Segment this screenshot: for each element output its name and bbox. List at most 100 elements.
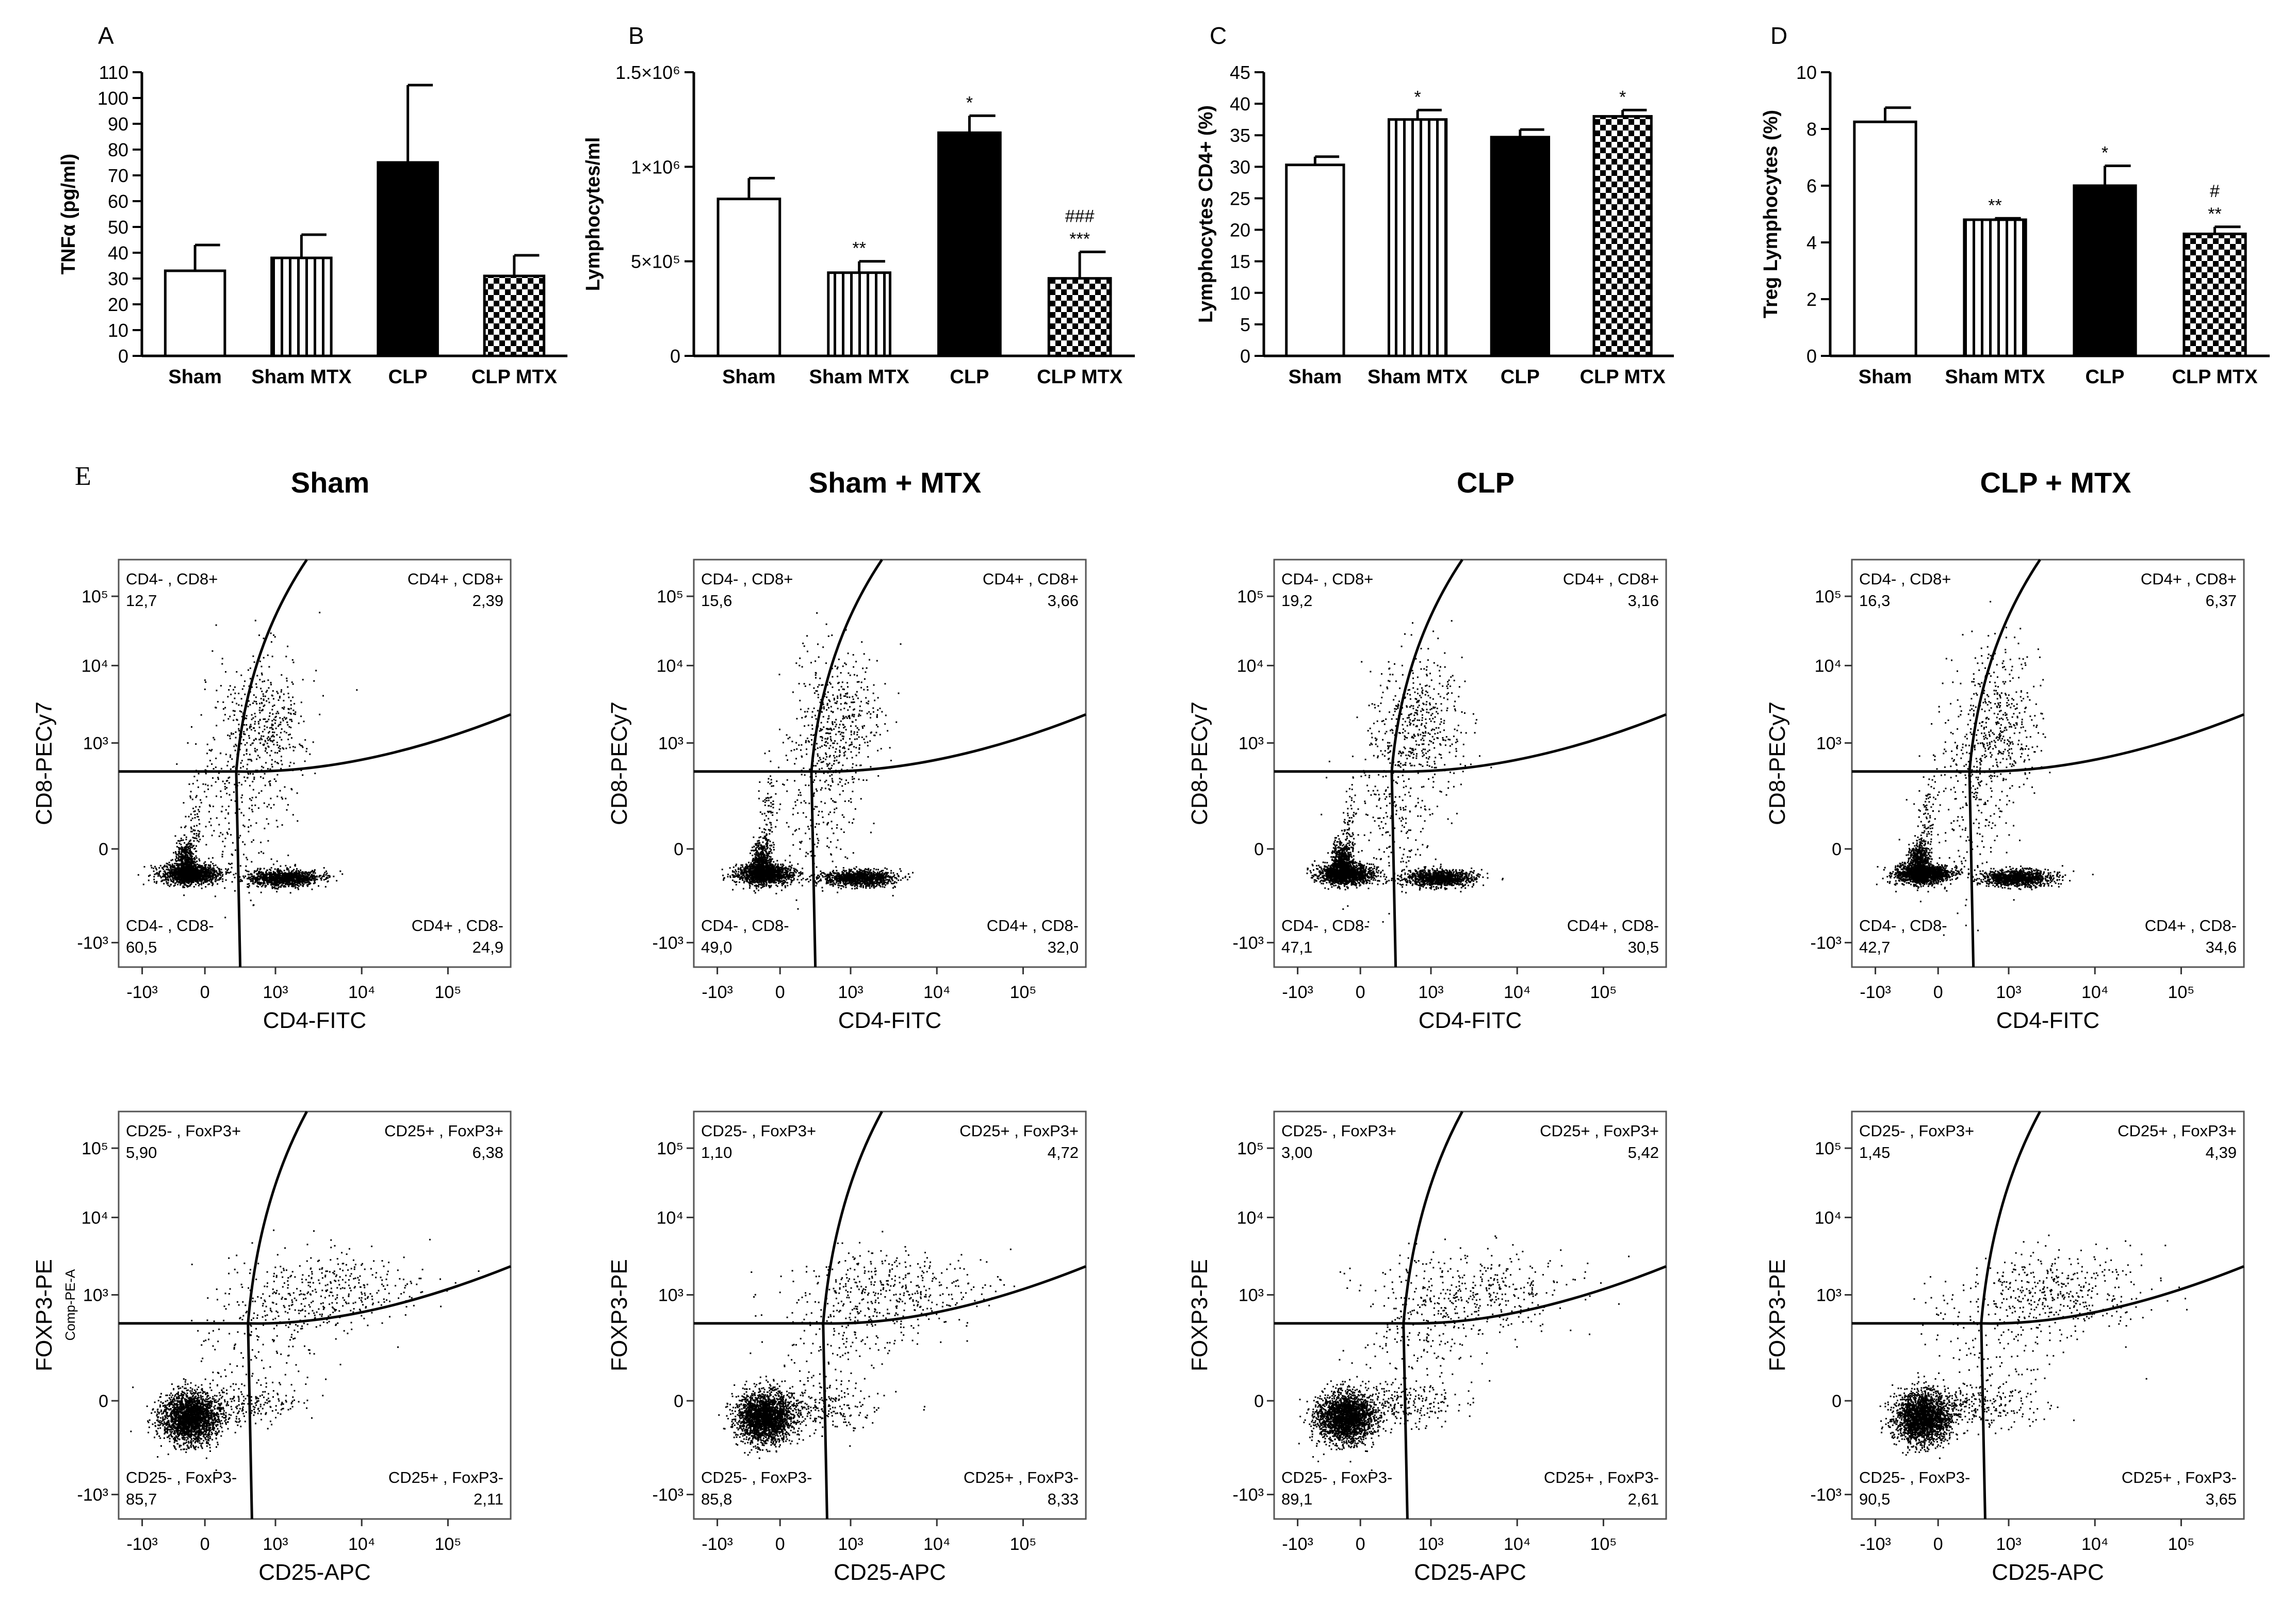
y-tick-label: 10⁵: [82, 1139, 108, 1158]
flow-plot: -10³ 0 10³ 10⁴ 10⁵ 10⁵ 10⁴ 10³ 0 -10³ CD4-FITC CD8-…: [1187, 559, 1667, 1033]
y-axis-label: FOXP3-PE: [607, 1259, 632, 1371]
y-tick-label: 10⁴: [657, 1208, 683, 1228]
quadrant-value-ll: 85,8: [701, 1490, 732, 1508]
y-tick-label: -10³: [1811, 1485, 1842, 1505]
x-tick-label: CLP MTX: [1037, 366, 1123, 388]
x-tick-label: CLP: [388, 366, 428, 388]
y-tick-label: -10³: [653, 1485, 683, 1505]
x-tick-label: CLP MTX: [471, 366, 558, 388]
y-tick-label: 10⁵: [657, 587, 683, 607]
quadrant-value-ll: 47,1: [1281, 938, 1312, 956]
y-tick-label: 30: [1230, 156, 1250, 177]
x-tick-label: -10³: [1860, 1534, 1891, 1554]
x-tick-label: 0: [200, 983, 210, 1002]
y-tick-label: 10⁴: [1815, 656, 1842, 676]
panel-letter-b: B: [628, 22, 644, 49]
x-tick-label: CLP: [1501, 366, 1540, 388]
flow-plot: -10³ 0 10³ 10⁴ 10⁵ 10⁵ 10⁴ 10³ 0 -10³ CD25-APC FOXP…: [1187, 1110, 1667, 1585]
significance-label-2: ###: [1065, 206, 1095, 226]
y-tick-label: 90: [108, 113, 128, 135]
significance-label: *: [966, 93, 973, 112]
gate-vertical: [1402, 1110, 1463, 1519]
quadrant-value-ur: 3,66: [1048, 592, 1079, 610]
gate-vertical: [247, 1110, 308, 1519]
y-tick-label: 40: [1230, 93, 1250, 115]
quadrant-value-ur: 4,39: [2206, 1143, 2237, 1162]
y-tick-label: 10³: [1816, 1286, 1842, 1305]
y-tick-label: 0: [1832, 840, 1842, 859]
y-tick-label: -10³: [77, 934, 108, 953]
y-tick-label: 10³: [1816, 734, 1842, 754]
x-axis-label: CD4-FITC: [263, 1008, 366, 1033]
bar: [937, 131, 1002, 357]
flow-plot: -10³ 0 10³ 10⁴ 10⁵ 10⁵ 10⁴ 10³ 0 -10³ CD25-APC FOXP…: [607, 1110, 1087, 1585]
event-dots: [1879, 1234, 2188, 1459]
y-tick-label: 10⁵: [1237, 587, 1264, 607]
y-tick-label: 10³: [658, 734, 683, 754]
quadrant-label-ul: CD25- , FoxP3+: [126, 1122, 241, 1140]
gate-vertical: [1968, 559, 2041, 968]
y-axis-label: FOXP3-PE: [1187, 1259, 1212, 1371]
flow-plots: -10³ 0 10³ 10⁴ 10⁵ 10⁵ 10⁴ 10³ 0 -10³ CD4-FITC CD8-…: [31, 559, 2245, 1585]
bar: [164, 269, 226, 357]
x-tick-label: 10⁴: [348, 983, 375, 1002]
quadrant-value-lr: 30,5: [1628, 938, 1659, 956]
gate-horizontal: [1274, 713, 1667, 773]
x-tick-label: 0: [1933, 1534, 1943, 1554]
y-tick-label: 10³: [1239, 1286, 1264, 1305]
y-tick-label: 10³: [1239, 734, 1264, 754]
y-tick-label: 10⁴: [1237, 1208, 1264, 1228]
x-tick-label: -10³: [126, 1534, 157, 1554]
y-tick-label: 35: [1230, 125, 1250, 146]
quadrant-value-lr: 8,33: [1048, 1490, 1079, 1508]
bar-chart-a: 0 10 20 30 40 50 60 70 80 90 100 110 TNFα (pg/ml) Sha…: [58, 62, 567, 388]
x-tick-label: -10³: [1282, 1534, 1313, 1554]
y-tick-label: -10³: [653, 934, 683, 953]
gate-horizontal: [694, 713, 1086, 773]
gate-vertical: [822, 1110, 883, 1519]
quadrant-label-ll: CD25- , FoxP3-: [1859, 1468, 1970, 1486]
event-dots: [1876, 601, 2094, 936]
x-tick-label: -10³: [126, 983, 157, 1002]
significance-label: **: [852, 239, 866, 258]
gate-vertical: [235, 559, 308, 968]
group-title-clp: CLP: [1457, 466, 1515, 499]
gate-vertical: [810, 559, 883, 968]
quadrant-label-ll: CD25- , FoxP3-: [1281, 1468, 1392, 1486]
x-tick-label: Sham MTX: [809, 366, 910, 388]
y-tick-label: 8: [1806, 119, 1817, 140]
y-axis-label: CD8-PECy7: [1765, 701, 1790, 825]
x-tick-label: Sham MTX: [251, 366, 352, 388]
x-tick-label: 10⁵: [1009, 983, 1036, 1002]
x-tick-label: 10³: [838, 983, 863, 1002]
gate-horizontal: [119, 713, 511, 773]
group-title-sham-mtx: Sham + MTX: [809, 466, 982, 499]
x-tick-label: 0: [200, 1534, 210, 1554]
x-tick-label: 0: [1356, 1534, 1365, 1554]
quadrant-value-ur: 3,16: [1628, 592, 1659, 610]
quadrant-label-ur: CD4+ , CD8+: [983, 570, 1079, 588]
quadrant-label-ur: CD25+ , FoxP3+: [1540, 1122, 1659, 1140]
y-tick-label: 80: [108, 139, 128, 160]
y-tick-label: 1×10⁶: [631, 156, 680, 177]
y-tick-label: 4: [1806, 232, 1817, 253]
x-tick-label: 10³: [1418, 1534, 1443, 1554]
quadrant-value-ll: 60,5: [126, 938, 157, 956]
x-tick-label: Sham MTX: [1945, 366, 2045, 388]
x-axis-label: CD4-FITC: [1419, 1008, 1522, 1033]
y-tick-label: 70: [108, 165, 128, 186]
quadrant-label-ll: CD4- , CD8-: [126, 917, 214, 935]
y-tick-label: 10⁵: [82, 587, 108, 607]
y-tick-label: 5: [1240, 314, 1250, 335]
x-axis-label: CD4-FITC: [1996, 1008, 2099, 1033]
panel-letter-d: D: [1770, 22, 1787, 49]
y-tick-label: -10³: [1233, 1485, 1264, 1505]
bar: [377, 161, 439, 357]
y-tick-label: 10⁵: [657, 1139, 683, 1158]
x-tick-label: 10⁵: [434, 983, 461, 1002]
quadrant-label-ll: CD4- , CD8-: [1281, 917, 1370, 935]
x-tick-label: 10⁴: [1504, 983, 1530, 1002]
bar: [1490, 136, 1551, 357]
plot-frame: [693, 1110, 1087, 1520]
x-tick-label: 10⁴: [923, 1534, 950, 1554]
